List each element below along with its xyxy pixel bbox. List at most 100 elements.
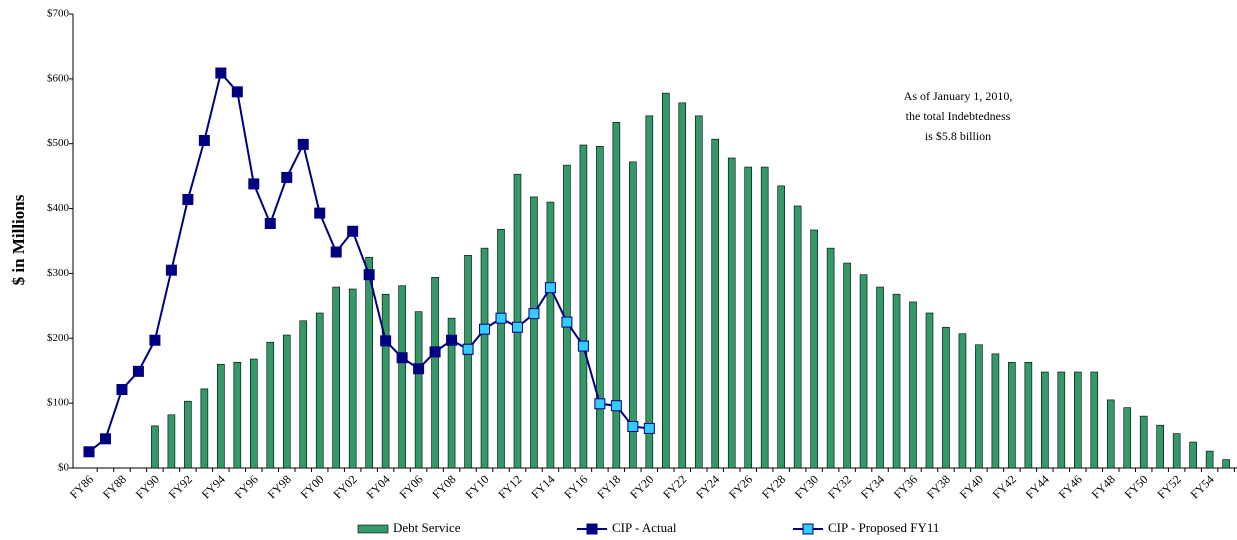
bar xyxy=(760,166,769,469)
y-tick-label: $300 xyxy=(47,267,70,279)
x-tick-label: FY10 xyxy=(462,472,491,501)
bar xyxy=(1156,424,1164,469)
bar xyxy=(1222,459,1230,469)
x-tick-label: FY36 xyxy=(891,472,920,501)
y-tick-label: $500 xyxy=(47,137,70,149)
marker xyxy=(347,225,359,237)
bar xyxy=(826,247,835,469)
marker xyxy=(314,207,326,219)
bar xyxy=(299,320,308,469)
marker xyxy=(363,269,375,281)
x-tick-label: FY98 xyxy=(265,472,294,501)
bar xyxy=(1172,433,1181,469)
marker xyxy=(511,321,523,333)
bar xyxy=(711,138,720,469)
marker xyxy=(577,340,589,352)
marker xyxy=(248,178,260,190)
marker xyxy=(462,343,474,355)
y-tick-label: $200 xyxy=(47,332,70,344)
bar xyxy=(332,286,341,469)
x-tick-label: FY08 xyxy=(429,472,458,501)
bar xyxy=(1090,371,1099,469)
legend-marker xyxy=(586,523,598,535)
bar xyxy=(250,358,258,469)
bar xyxy=(151,425,159,469)
bar xyxy=(1024,361,1033,469)
bar xyxy=(365,256,373,469)
x-tick-label: FY48 xyxy=(1089,472,1118,501)
x-tick-label: FY90 xyxy=(133,472,162,501)
marker xyxy=(561,316,573,328)
x-tick-label: FY88 xyxy=(100,472,129,501)
legend-swatch xyxy=(357,524,389,534)
x-tick-label: FY50 xyxy=(1122,472,1151,501)
bar xyxy=(579,144,588,469)
bar xyxy=(694,115,703,469)
marker xyxy=(446,334,458,346)
bar xyxy=(184,400,192,469)
bar xyxy=(645,115,654,469)
marker xyxy=(149,334,161,346)
bar xyxy=(629,161,637,469)
y-axis-title: $ in Millions xyxy=(9,194,28,285)
x-tick-label: FY26 xyxy=(726,472,755,501)
marker xyxy=(330,246,342,258)
marker xyxy=(281,171,293,183)
bar xyxy=(266,341,275,469)
bar xyxy=(398,285,406,469)
x-tick-label: FY54 xyxy=(1187,472,1216,501)
bar xyxy=(810,229,818,469)
bar xyxy=(348,288,357,469)
bar xyxy=(777,185,785,469)
marker xyxy=(643,422,655,434)
line xyxy=(88,70,469,453)
bar xyxy=(1008,361,1016,469)
marker xyxy=(215,67,227,79)
x-tick-label: FY02 xyxy=(331,472,360,501)
y-tick-label: $100 xyxy=(47,397,70,409)
bar xyxy=(661,92,670,469)
x-tick-label: FY92 xyxy=(166,472,195,501)
bar xyxy=(282,334,291,469)
bar xyxy=(233,361,242,469)
marker xyxy=(264,217,276,229)
bar xyxy=(200,388,209,469)
bar xyxy=(1041,371,1049,469)
x-tick-label: FY32 xyxy=(825,472,854,501)
x-tick-label: FY40 xyxy=(957,472,986,501)
x-tick-label: FY00 xyxy=(298,472,327,501)
x-tick-label: FY12 xyxy=(495,472,524,501)
x-tick-label: FY42 xyxy=(990,472,1019,501)
annotation: As of January 1, 2010, xyxy=(904,89,1013,103)
bar xyxy=(876,286,884,469)
bar xyxy=(315,312,324,469)
marker xyxy=(413,363,425,375)
bar xyxy=(381,293,390,469)
marker xyxy=(544,282,556,294)
line xyxy=(467,285,650,430)
bar xyxy=(958,333,967,469)
bar xyxy=(727,157,736,469)
x-tick-label: FY96 xyxy=(232,472,261,501)
x-tick-label: FY24 xyxy=(693,472,722,501)
y-tick-label: $0 xyxy=(58,462,70,474)
marker xyxy=(396,352,408,364)
marker xyxy=(165,264,177,276)
bar xyxy=(975,344,983,469)
marker xyxy=(380,335,392,347)
bar xyxy=(678,102,687,469)
bar xyxy=(447,317,456,469)
bar xyxy=(513,173,522,469)
annotation: the total Indebtedness xyxy=(906,109,1011,123)
marker xyxy=(198,134,210,146)
marker xyxy=(231,86,243,98)
bar xyxy=(859,274,868,469)
marker xyxy=(528,308,540,320)
marker xyxy=(132,365,144,377)
marker xyxy=(495,312,507,324)
x-tick-label: FY38 xyxy=(924,472,953,501)
marker xyxy=(479,323,491,335)
bar xyxy=(1074,371,1082,469)
bar xyxy=(942,326,950,469)
x-tick-label: FY94 xyxy=(199,472,228,501)
